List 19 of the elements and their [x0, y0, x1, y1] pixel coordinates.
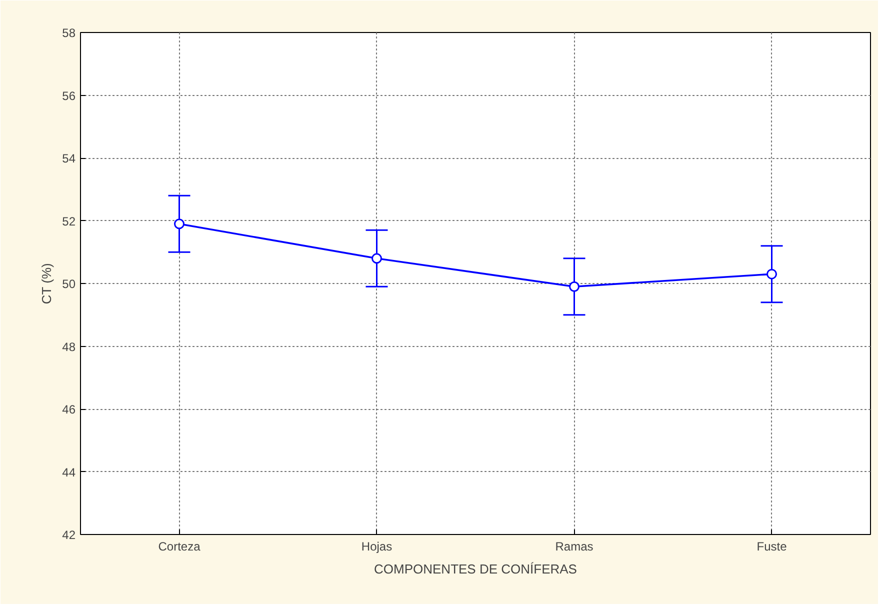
point: [174, 218, 184, 230]
y-tick-label: 56: [62, 88, 76, 103]
y-tick-label: 58: [62, 26, 76, 40]
y-tick-label: 44: [62, 465, 76, 480]
point: [569, 281, 580, 292]
y-axis-title: CT (%): [39, 263, 54, 304]
point: [766, 268, 777, 280]
x-tick-label: Hojas: [361, 540, 392, 554]
y-tick-label: 42: [62, 528, 76, 542]
y-tick-label: 46: [62, 402, 76, 416]
y-tick-label: 48: [62, 340, 76, 354]
y-tick-label: 52: [62, 214, 76, 228]
x-tick-label: Corteza: [158, 540, 201, 554]
x-tick-label: Ramas: [555, 540, 594, 554]
y-tick-label: 50: [62, 277, 76, 291]
x-axis-title: COMPONENTES DE CONÍFERAS: [374, 562, 578, 576]
y-tick-label: 54: [62, 152, 76, 166]
x-tick-label: Fuste: [756, 540, 788, 554]
point: [372, 253, 382, 264]
